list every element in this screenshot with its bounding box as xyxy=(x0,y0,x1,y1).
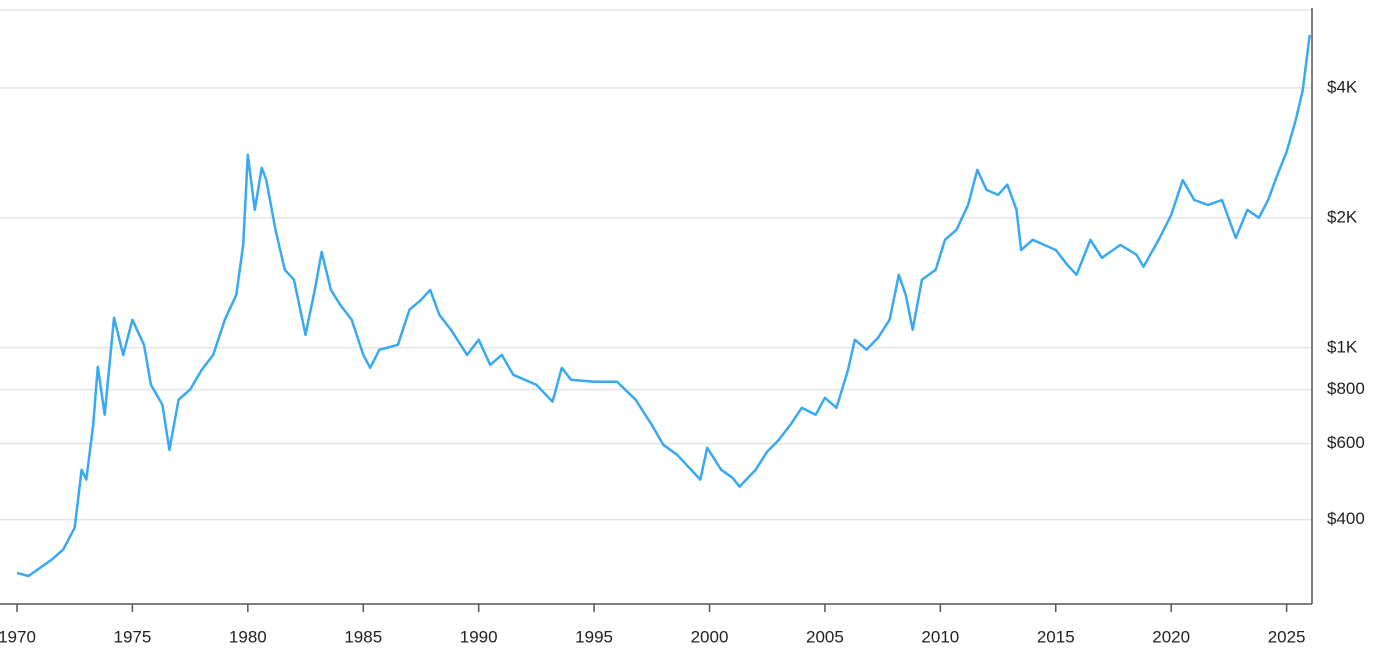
y-tick-label: $600 xyxy=(1327,433,1365,452)
x-tick-label: 2015 xyxy=(1037,627,1075,646)
price-line xyxy=(16,34,1311,578)
x-tick-label: 2020 xyxy=(1152,627,1190,646)
y-tick-label: $400 xyxy=(1327,509,1365,528)
x-tick-label: 2005 xyxy=(806,627,844,646)
y-tick-label: $1K xyxy=(1327,337,1358,356)
y-tick-label: $2K xyxy=(1327,207,1358,226)
x-tick-label: 1975 xyxy=(114,627,152,646)
y-tick-label: $4K xyxy=(1327,77,1358,96)
x-tick-label: 1980 xyxy=(229,627,267,646)
x-tick-label: 2010 xyxy=(921,627,959,646)
x-tick-label: 1990 xyxy=(460,627,498,646)
x-tick-label: 1995 xyxy=(575,627,613,646)
x-tick-label: 1970 xyxy=(0,627,36,646)
y-tick-label: $800 xyxy=(1327,379,1365,398)
x-tick-label: 1985 xyxy=(344,627,382,646)
x-tick-label: 2000 xyxy=(691,627,729,646)
x-tick-label: 2025 xyxy=(1268,627,1306,646)
